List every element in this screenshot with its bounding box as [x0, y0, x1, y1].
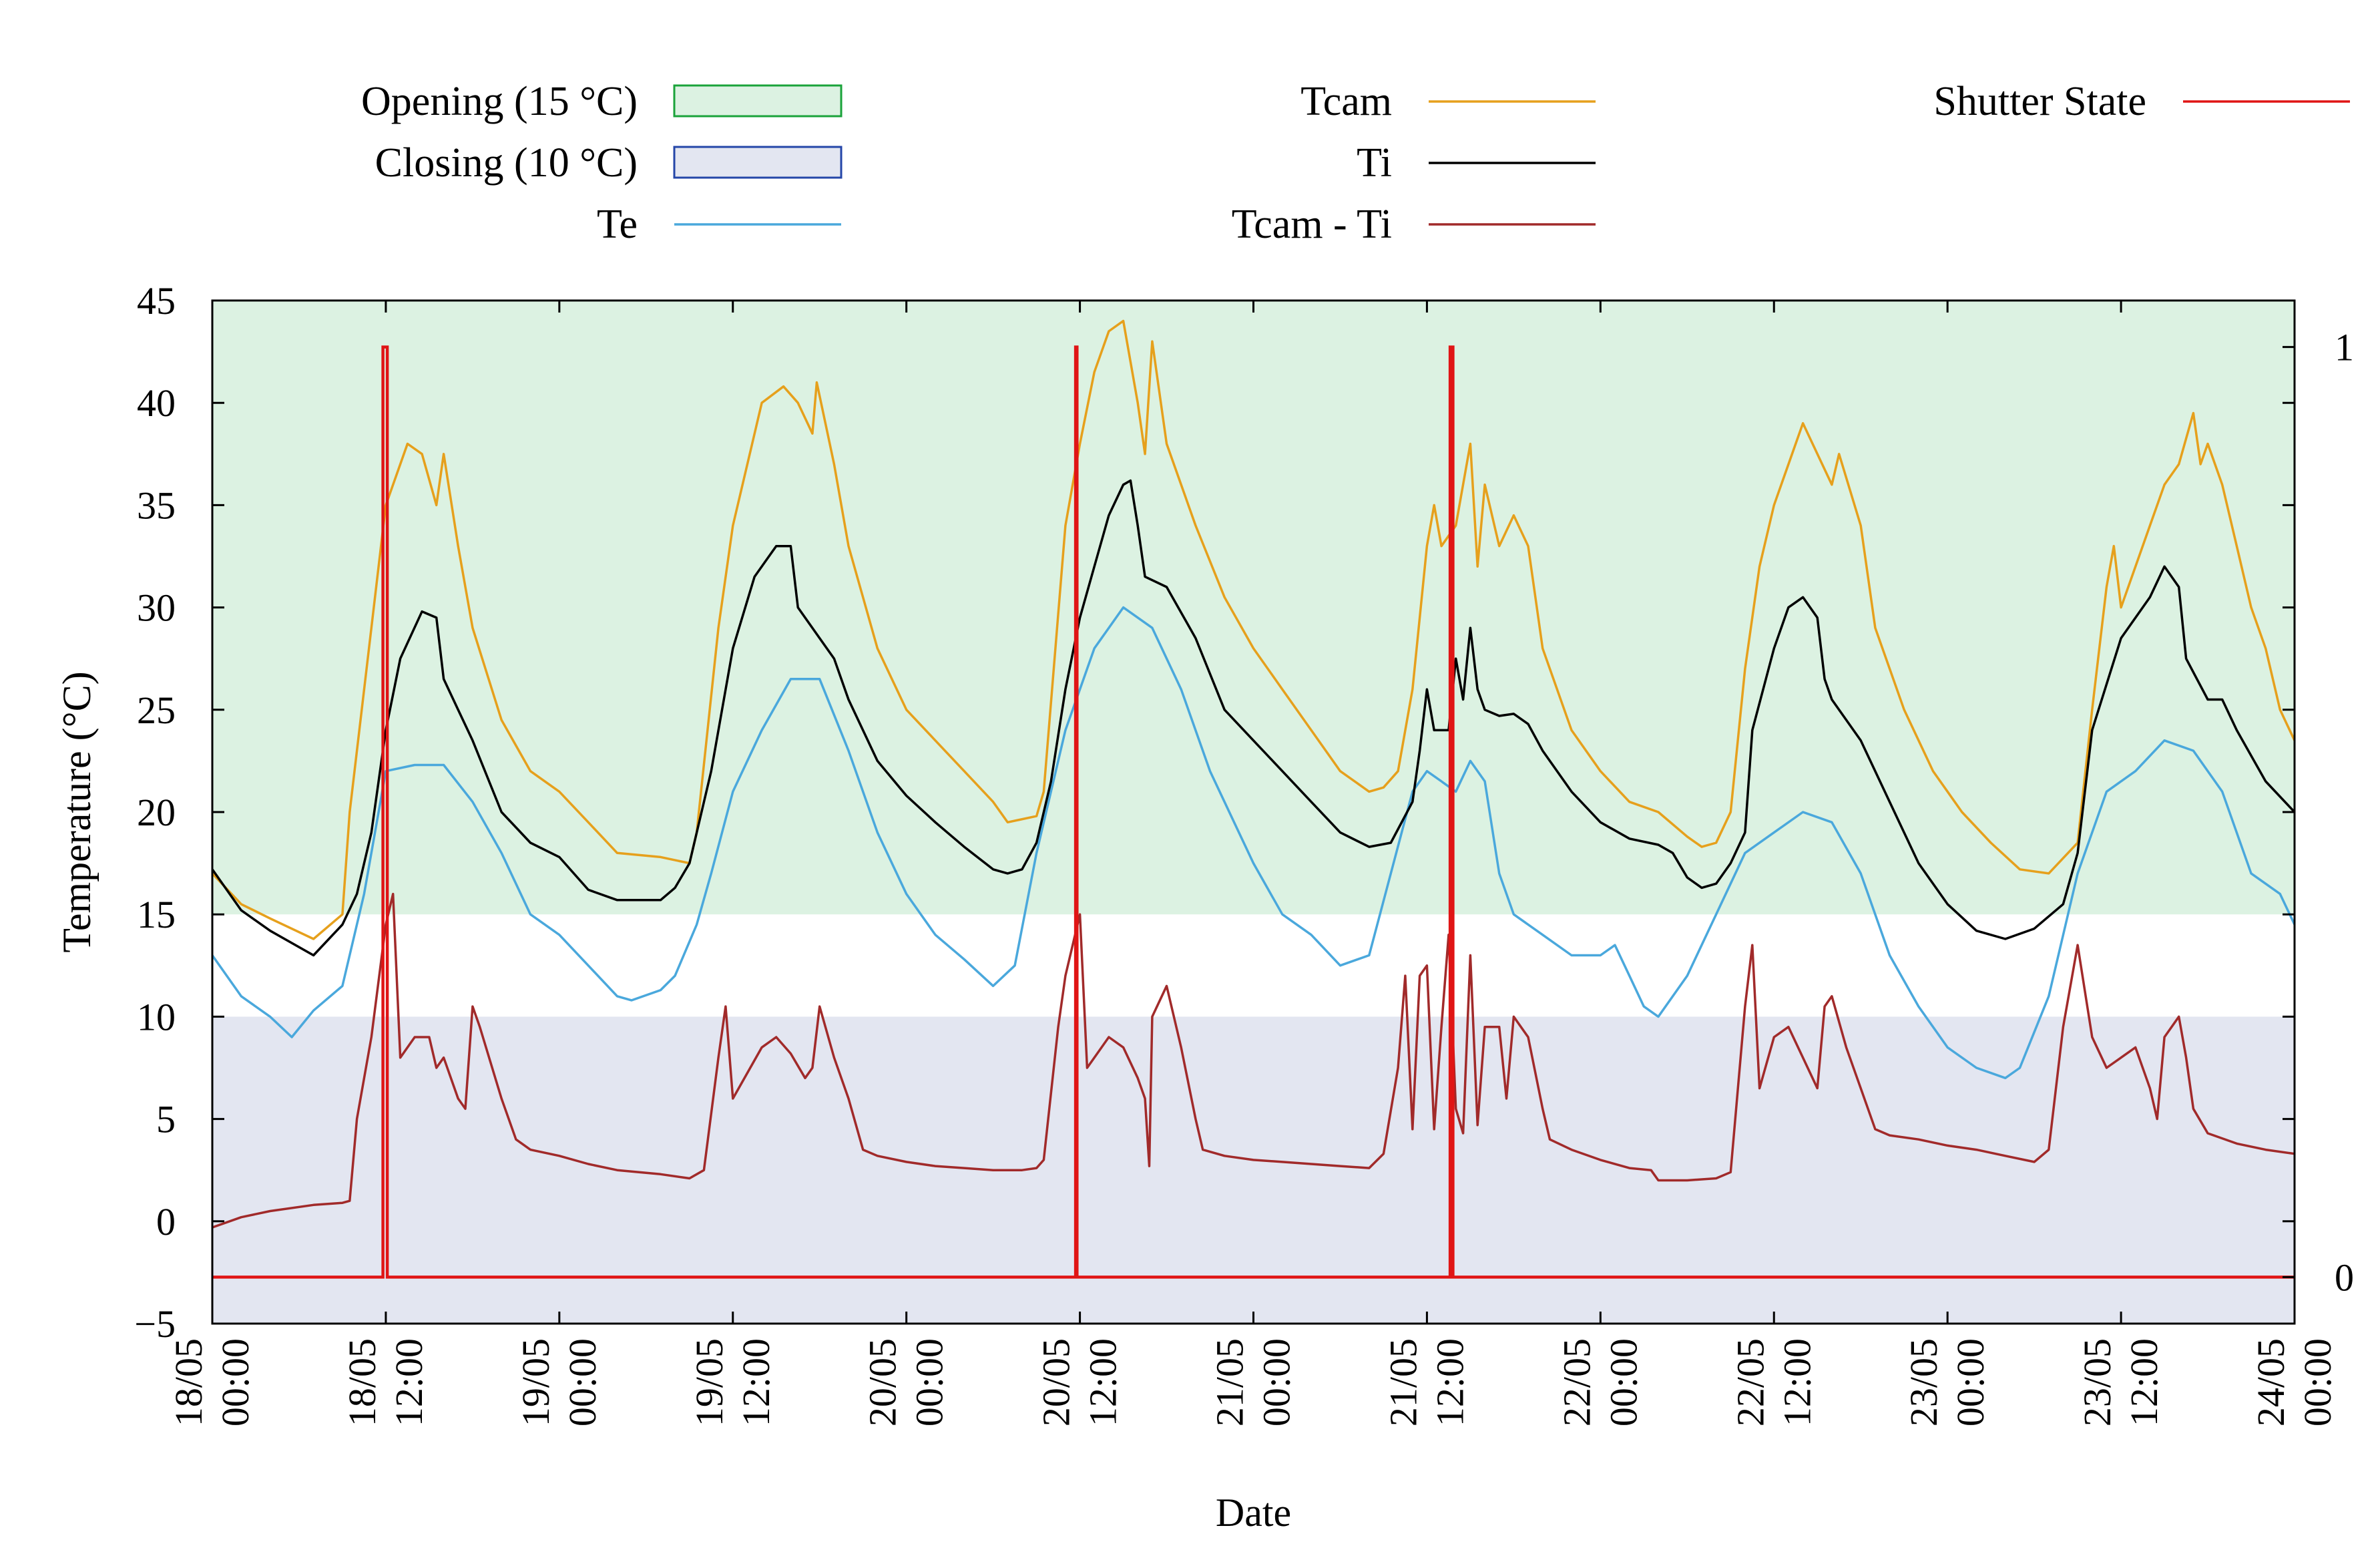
- y-tick-label: 20: [137, 791, 176, 834]
- x-tick-date: 23/05: [1902, 1338, 1945, 1426]
- band-closing: [212, 1016, 2295, 1324]
- y-tick-label: 10: [137, 995, 176, 1038]
- x-tick-time: 00:00: [1949, 1338, 1992, 1426]
- x-tick-time: 00:00: [2296, 1338, 2339, 1426]
- y-tick-label: 45: [137, 279, 176, 323]
- y-axis-label: Temperature (°C): [55, 671, 99, 952]
- x-tick-date: 24/05: [2249, 1338, 2293, 1426]
- x-axis-ticks: 18/05 00:00 18/05 12:00 19/05 00:00 19/05 12:00…: [167, 301, 2339, 1426]
- legend-label: Shutter State: [1933, 79, 2146, 124]
- x-tick-time: 12:00: [387, 1338, 431, 1426]
- x-axis-label: Date: [1216, 1491, 1291, 1535]
- y2-tick-label: 1: [2335, 326, 2354, 369]
- legend-swatch: [673, 84, 843, 118]
- y-tick-label: 35: [137, 483, 176, 527]
- y-tick-label: −5: [134, 1302, 176, 1346]
- legend-label: Closing (10 °C): [375, 140, 638, 186]
- y-tick-label: 0: [156, 1200, 176, 1243]
- x-tick-date: 22/05: [1555, 1338, 1598, 1426]
- y-tick-label: 25: [137, 689, 176, 732]
- y-axis-ticks: 45 40 35 30 25 20 15 10 5 0 −5: [134, 279, 2295, 1346]
- y-tick-label: 30: [137, 586, 176, 630]
- x-tick-date: 18/05: [340, 1338, 384, 1426]
- legend-label: Te: [597, 202, 638, 247]
- x-tick-time: 00:00: [561, 1338, 604, 1426]
- x-tick-date: 21/05: [1381, 1338, 1425, 1426]
- x-tick-time: 12:00: [734, 1338, 778, 1426]
- x-tick-time: 00:00: [1255, 1338, 1298, 1426]
- x-tick-date: 19/05: [514, 1338, 557, 1426]
- threshold-bands: [212, 301, 2295, 1324]
- x-tick-time: 12:00: [1775, 1338, 1819, 1426]
- x-tick-time: 12:00: [1082, 1338, 1125, 1426]
- series-shutter-state: [212, 345, 2295, 1279]
- y-tick-label: 5: [156, 1098, 176, 1141]
- x-tick-time: 00:00: [214, 1338, 257, 1426]
- series-tcam: [211, 319, 2296, 940]
- x-tick-date: 22/05: [1728, 1338, 1772, 1426]
- legend-label: Tcam - Ti: [1232, 202, 1392, 247]
- y2-tick-label: 0: [2335, 1255, 2354, 1299]
- legend-label: Tcam: [1300, 79, 1392, 124]
- legend-label: Ti: [1357, 140, 1392, 186]
- x-tick-date: 18/05: [167, 1338, 210, 1426]
- legend: Opening (15 °C) Closing (10 °C) Te Tcam Ti Tc…: [361, 79, 2350, 247]
- series-ti: [211, 479, 2296, 957]
- x-tick-date: 19/05: [688, 1338, 731, 1426]
- legend-label: Opening (15 °C): [361, 79, 638, 124]
- x-tick-time: 12:00: [2122, 1338, 2166, 1426]
- x-tick-time: 12:00: [1428, 1338, 1471, 1426]
- x-tick-time: 00:00: [908, 1338, 951, 1426]
- x-tick-date: 21/05: [1208, 1338, 1252, 1426]
- y-tick-label: 15: [137, 893, 176, 936]
- y2-axis-ticks: 10: [2283, 326, 2354, 1299]
- series-tcam-ti: [212, 892, 2295, 1229]
- x-tick-date: 20/05: [1035, 1338, 1078, 1426]
- band-opening: [212, 301, 2295, 915]
- legend-swatch: [673, 146, 843, 179]
- x-tick-date: 23/05: [2076, 1338, 2119, 1426]
- series-lines: [211, 319, 2296, 1279]
- x-tick-date: 20/05: [861, 1338, 905, 1426]
- x-tick-time: 00:00: [1602, 1338, 1645, 1426]
- y-tick-label: 40: [137, 381, 176, 425]
- series-te: [211, 606, 2296, 1080]
